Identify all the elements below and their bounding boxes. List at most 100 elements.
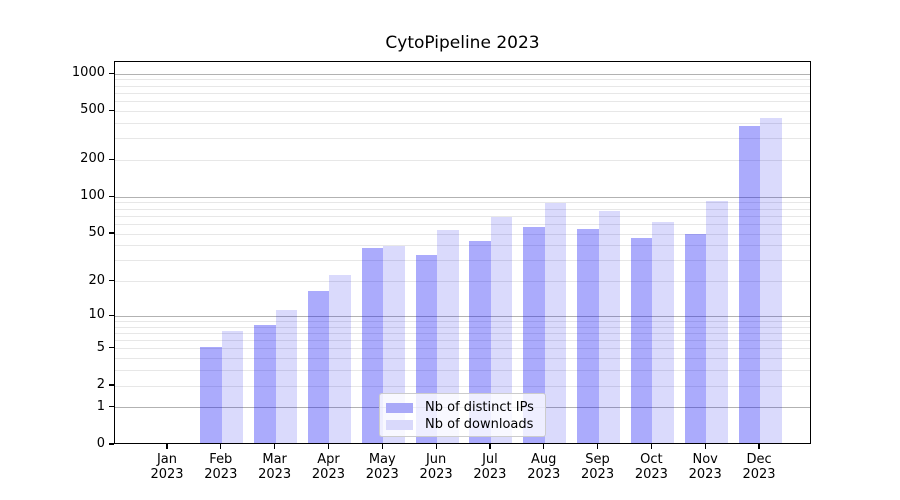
- gridline-minor: [115, 326, 810, 328]
- y-tick-label: 10: [88, 307, 105, 323]
- y-tick-mark: [109, 384, 114, 386]
- gridline-minor: [115, 332, 810, 334]
- bar-distinct-ips-feb: [200, 346, 222, 443]
- legend-swatch-distinct-ips: [386, 402, 413, 413]
- gridline-minor: [115, 233, 810, 235]
- gridline-minor: [115, 245, 810, 247]
- x-tick-label: Mar 2023: [258, 452, 292, 482]
- gridline-major: [115, 73, 810, 75]
- y-tick-mark: [109, 280, 114, 282]
- plot-area: Nb of distinct IPs Nb of downloads: [114, 61, 811, 444]
- y-tick-label: 2: [96, 377, 105, 393]
- x-tick-mark: [220, 444, 222, 449]
- chart-title: CytoPipeline 2023: [385, 33, 540, 53]
- gridline-minor: [115, 122, 810, 124]
- legend-entry-distinct-ips: Nb of distinct IPs: [386, 399, 537, 416]
- bar-distinct-ips-sep: [577, 228, 599, 443]
- x-tick-label: Jan 2023: [150, 452, 184, 482]
- bar-distinct-ips-nov: [684, 234, 707, 443]
- gridline-minor: [115, 79, 810, 81]
- x-tick-label: Feb 2023: [204, 452, 238, 482]
- bar-distinct-ips-jul: [469, 241, 491, 443]
- gridline-major: [115, 315, 810, 317]
- x-tick-label: Jul 2023: [473, 452, 507, 482]
- gridline-minor: [115, 92, 810, 94]
- x-tick-label: Jun 2023: [419, 452, 453, 482]
- x-tick-mark: [650, 444, 652, 449]
- bar-distinct-ips-apr: [307, 290, 330, 443]
- bar-distinct-ips-aug: [523, 227, 545, 443]
- x-tick-mark: [435, 444, 437, 449]
- x-tick-mark: [166, 444, 168, 449]
- x-tick-label: Sep 2023: [581, 452, 615, 482]
- legend: Nb of distinct IPs Nb of downloads: [379, 393, 546, 437]
- gridline-minor: [115, 208, 810, 210]
- x-tick-mark: [381, 444, 383, 449]
- x-tick-label: Nov 2023: [688, 452, 722, 482]
- y-tick-mark: [109, 109, 114, 112]
- bar-downloads-jul: [490, 216, 513, 443]
- x-tick-label: Aug 2023: [527, 452, 561, 482]
- y-tick-mark: [109, 443, 114, 445]
- gridline-minor: [115, 138, 810, 140]
- y-tick-label: 1000: [71, 65, 105, 81]
- y-tick-mark: [109, 195, 114, 197]
- bar-distinct-ips-may: [361, 247, 384, 443]
- gridline-minor: [115, 101, 810, 103]
- legend-swatch-downloads: [386, 419, 413, 430]
- bar-downloads-apr: [329, 274, 351, 443]
- y-tick-mark: [109, 314, 114, 316]
- gridline-minor: [115, 110, 810, 112]
- y-tick-mark: [109, 347, 114, 349]
- gridline-minor: [115, 320, 810, 322]
- bar-downloads-nov: [706, 200, 728, 443]
- y-tick-label: 0: [96, 436, 105, 451]
- bar-downloads-mar: [275, 309, 298, 443]
- bar-downloads-feb: [221, 331, 244, 443]
- legend-label-distinct-ips: Nb of distinct IPs: [425, 400, 534, 415]
- bar-downloads-aug: [544, 202, 567, 443]
- x-tick-mark: [489, 444, 491, 449]
- gridline-minor: [115, 340, 810, 342]
- y-tick-label: 100: [80, 188, 105, 204]
- gridline-minor: [115, 358, 810, 360]
- gridline-minor: [115, 370, 810, 372]
- y-tick-label: 20: [88, 272, 105, 288]
- x-tick-mark: [543, 444, 545, 449]
- bar-downloads-dec: [760, 117, 782, 443]
- bar-distinct-ips-mar: [254, 325, 276, 443]
- x-tick-mark: [274, 444, 276, 449]
- x-tick-label: May 2023: [365, 452, 399, 482]
- legend-label-downloads: Nb of downloads: [425, 417, 534, 432]
- gridline-minor: [115, 202, 810, 204]
- bar-distinct-ips-oct: [630, 237, 653, 443]
- gridline-minor: [115, 215, 810, 217]
- legend-entry-downloads: Nb of downloads: [386, 416, 537, 433]
- y-tick-mark: [109, 406, 114, 408]
- y-tick-label: 50: [88, 225, 105, 241]
- x-tick-mark: [596, 444, 599, 449]
- x-tick-label: Apr 2023: [311, 452, 345, 482]
- y-tick-mark: [109, 232, 114, 234]
- y-tick-label: 500: [80, 102, 105, 118]
- gridline-major: [115, 196, 810, 198]
- gridline-minor: [115, 385, 810, 387]
- bar-distinct-ips-dec: [738, 125, 761, 443]
- gridline-minor: [115, 260, 810, 262]
- y-tick-label: 200: [80, 151, 105, 167]
- x-tick-mark: [327, 444, 330, 449]
- gridline-minor: [115, 348, 810, 350]
- bar-downloads-jun: [437, 229, 459, 443]
- gridline-minor: [115, 281, 810, 283]
- bar-downloads-oct: [652, 221, 674, 443]
- y-tick-label: 5: [96, 339, 105, 355]
- x-tick-label: Dec 2023: [742, 452, 776, 482]
- y-tick-mark: [109, 72, 114, 74]
- x-tick-label: Oct 2023: [634, 452, 668, 482]
- y-tick-mark: [109, 158, 114, 161]
- bar-downloads-sep: [598, 210, 621, 443]
- x-tick-mark: [704, 444, 706, 449]
- gridline-minor: [115, 85, 810, 87]
- gridline-minor: [115, 159, 810, 161]
